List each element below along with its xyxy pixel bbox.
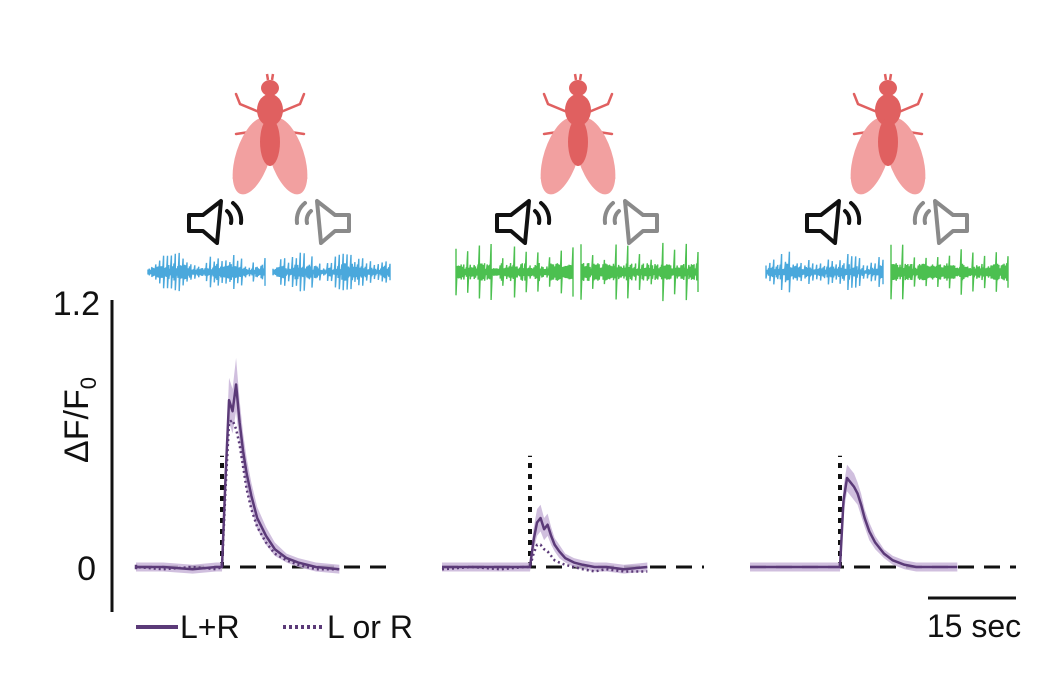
panel-pulse-sine (750, 455, 1016, 572)
legend-label-lr: L+R (180, 609, 240, 645)
right-speaker-inactive-icon (602, 199, 659, 245)
scale-bar-label: 15 sec (927, 608, 1021, 644)
pulse-song-waveform (147, 252, 266, 292)
error-band (442, 504, 648, 574)
pulse-song-waveform (765, 251, 884, 293)
error-band (750, 464, 958, 572)
y-tick-label-top: 1.2 (53, 285, 100, 323)
panel-sine-sine (441, 455, 704, 574)
stimulus-pulse-pulse (147, 74, 391, 292)
sine-song-waveform (890, 244, 1009, 300)
fly-icon (224, 74, 316, 200)
y-axis: 1.2 0 ΔF/F0 (53, 285, 114, 612)
pulse-song-waveform (272, 252, 391, 292)
left-speaker-active-icon (495, 199, 552, 245)
trace-l-or-r (441, 543, 648, 573)
scale-bar: 15 sec (927, 596, 1021, 644)
trace-l-plus-r (134, 383, 340, 571)
right-speaker-inactive-icon (294, 199, 351, 245)
stimulus-icons (147, 74, 1009, 302)
left-speaker-active-icon (805, 199, 862, 245)
y-axis-label: ΔF/F0 (58, 377, 101, 463)
sine-song-waveform (580, 242, 699, 302)
trace-panels (134, 357, 1016, 574)
fly-icon (532, 74, 624, 200)
panel-pulse-pulse (134, 357, 396, 574)
y-tick-label-zero: 0 (77, 550, 96, 588)
legend-label-l-or-r: L or R (327, 609, 413, 645)
trace-l-plus-r (442, 516, 648, 571)
stimulus-sine-sine (455, 74, 699, 302)
stimulus-pulse-sine (765, 74, 1009, 300)
sine-song-waveform (455, 243, 574, 301)
trace-l-or-r (134, 418, 340, 571)
right-speaker-inactive-icon (912, 199, 969, 245)
fly-icon (842, 74, 934, 200)
legend: L+R L or R (136, 609, 413, 645)
left-speaker-active-icon (187, 199, 244, 245)
trace-l-plus-r (750, 476, 958, 569)
